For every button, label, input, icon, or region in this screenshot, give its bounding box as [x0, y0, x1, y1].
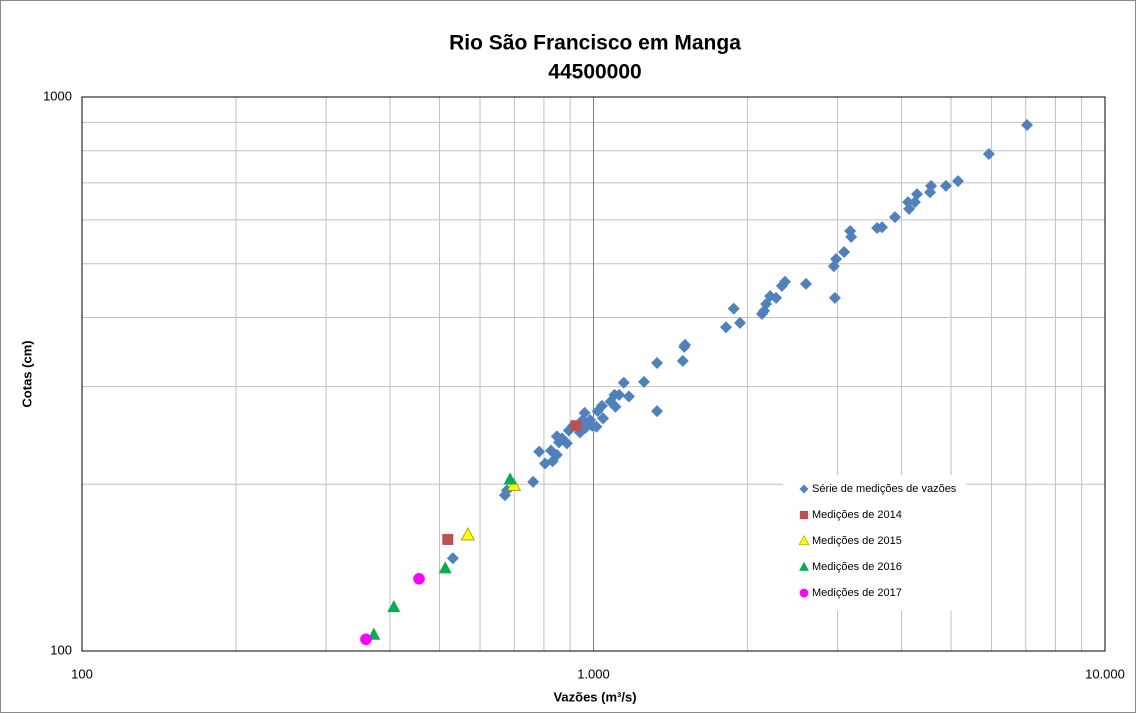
- point: [446, 552, 459, 565]
- point: [800, 277, 813, 290]
- legend-box: [783, 475, 966, 611]
- chart-title: Rio São Francisco em Manga: [449, 32, 741, 55]
- point: [924, 186, 937, 199]
- y-tick-label: 1000: [43, 88, 72, 103]
- point: [503, 472, 517, 485]
- point: [622, 390, 635, 403]
- point: [500, 484, 513, 497]
- y-tick-label: 100: [50, 642, 72, 657]
- point: [651, 357, 664, 370]
- point: [799, 561, 809, 571]
- point: [727, 302, 740, 315]
- point: [617, 376, 630, 389]
- point: [460, 527, 476, 541]
- point: [570, 420, 582, 432]
- point: [799, 588, 809, 598]
- point: [604, 395, 617, 408]
- x-axis-label: Vazões (m³/s): [553, 689, 636, 704]
- point: [678, 340, 691, 353]
- point: [387, 600, 401, 613]
- point: [799, 510, 809, 520]
- legend-text: Medições de 2016: [812, 561, 902, 573]
- point: [828, 291, 841, 304]
- legend-text: Medições de 2015: [812, 535, 902, 547]
- point: [360, 633, 372, 646]
- plot-border: [81, 96, 1106, 652]
- point: [413, 572, 425, 585]
- point: [755, 307, 768, 320]
- point: [845, 230, 858, 243]
- point: [527, 475, 540, 488]
- point: [533, 445, 546, 458]
- point: [637, 375, 650, 388]
- point: [982, 148, 995, 161]
- point: [590, 420, 603, 433]
- legend-text: Medições de 2014: [812, 509, 902, 521]
- point: [591, 405, 604, 418]
- x-tick-label: 10.000: [1085, 666, 1125, 681]
- point: [939, 179, 952, 192]
- point: [775, 279, 788, 292]
- point: [442, 533, 454, 545]
- point: [827, 260, 840, 273]
- point: [871, 222, 884, 235]
- point: [597, 412, 610, 425]
- point: [438, 561, 452, 574]
- point: [552, 436, 565, 449]
- point: [676, 354, 689, 367]
- point: [799, 484, 809, 494]
- point: [734, 316, 747, 329]
- point: [888, 211, 901, 224]
- point: [720, 321, 733, 334]
- y-axis-label: Cotas (cm): [19, 340, 34, 407]
- x-tick-label: 100: [71, 666, 93, 681]
- chart-subtitle: 44500000: [548, 61, 641, 84]
- point: [539, 457, 552, 470]
- point: [952, 175, 965, 188]
- point: [903, 202, 916, 215]
- legend-text: Medições de 2017: [812, 587, 902, 599]
- point: [560, 437, 573, 450]
- point: [798, 535, 810, 546]
- x-tick-label: 1.000: [577, 666, 610, 681]
- point: [838, 246, 851, 259]
- legend-text: Série de medições de vazões: [812, 483, 957, 495]
- point: [1021, 119, 1034, 132]
- point: [651, 405, 664, 418]
- point: [908, 196, 921, 209]
